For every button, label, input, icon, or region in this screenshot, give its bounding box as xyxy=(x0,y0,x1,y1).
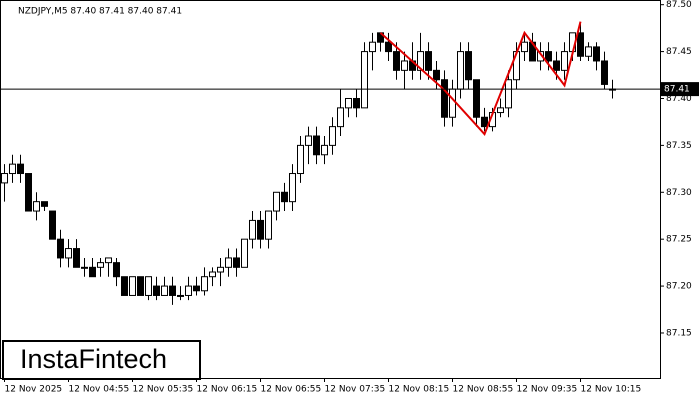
candle-body xyxy=(9,163,16,175)
x-tick-label: 12 Nov 08:55 xyxy=(453,385,514,395)
candle-body xyxy=(225,257,232,268)
candle-body xyxy=(249,219,256,240)
candle-body xyxy=(289,173,296,203)
candle-body xyxy=(353,97,360,109)
candle-body xyxy=(105,257,112,264)
candle-body xyxy=(161,285,168,296)
candle-body xyxy=(505,79,512,109)
y-tick-label: 87.20 xyxy=(666,282,692,292)
y-tick-label: 87.25 xyxy=(666,235,692,245)
candle-body xyxy=(33,201,40,212)
candle-body xyxy=(481,116,488,128)
y-tick-label: 87.35 xyxy=(666,141,692,151)
candle-body xyxy=(553,60,560,71)
candle-body xyxy=(1,173,8,184)
candle-body xyxy=(497,107,504,114)
candle-body xyxy=(457,51,464,90)
plot-frame xyxy=(0,0,661,379)
candle-body xyxy=(585,46,592,57)
candle-body xyxy=(65,248,72,259)
x-tick-label: 12 Nov 07:35 xyxy=(325,385,386,395)
candle-body xyxy=(361,51,368,109)
candle-body xyxy=(185,285,192,296)
candle-body xyxy=(121,276,128,296)
candle-body xyxy=(369,41,376,53)
candle-body xyxy=(145,276,152,296)
candle-body xyxy=(241,238,248,268)
candle-body xyxy=(425,51,432,71)
candle-body xyxy=(153,285,160,296)
candle-body xyxy=(297,144,304,175)
candle-body xyxy=(473,79,480,118)
candle-body xyxy=(73,248,80,268)
x-tick-label: 12 Nov 2025 xyxy=(5,385,63,395)
candle-body xyxy=(385,41,392,53)
x-tick-label: 12 Nov 08:15 xyxy=(389,385,450,395)
candle-body xyxy=(273,191,280,212)
candle-body xyxy=(193,285,200,292)
candle-body xyxy=(209,271,216,278)
candle-body xyxy=(601,60,608,85)
current-price-label: 87.41 xyxy=(664,85,690,95)
y-tick-label: 87.40 xyxy=(666,94,692,104)
current-price-box xyxy=(661,82,699,97)
candle-body xyxy=(41,201,48,207)
y-tick-label: 87.50 xyxy=(666,0,692,10)
logo: InstaFintech xyxy=(20,344,167,374)
y-tick-label: 87.30 xyxy=(666,188,692,198)
x-tick-label: 12 Nov 06:15 xyxy=(197,385,258,395)
candle-body xyxy=(81,266,88,269)
y-tick-label: 87.15 xyxy=(666,328,692,338)
candle-body xyxy=(337,107,344,128)
candle-body xyxy=(561,51,568,71)
candle-body xyxy=(593,46,600,62)
candle-body xyxy=(17,163,24,175)
candle-body xyxy=(577,32,584,57)
candle-body xyxy=(321,144,328,156)
candle-body xyxy=(113,262,120,278)
candle-body xyxy=(449,88,456,118)
candle-body xyxy=(97,262,104,268)
candle-body xyxy=(217,266,224,273)
candle-body xyxy=(465,51,472,81)
candle-body xyxy=(169,285,176,296)
candle-body xyxy=(57,238,64,259)
candle-body xyxy=(137,276,144,296)
candle-body xyxy=(433,69,440,81)
logo-box xyxy=(2,340,201,380)
pattern-line xyxy=(379,21,582,136)
candle-body xyxy=(265,210,272,240)
candle-body xyxy=(201,276,208,292)
x-tick-label: 12 Nov 06:55 xyxy=(261,385,322,395)
candle-body xyxy=(281,191,288,203)
x-tick-label: 12 Nov 05:35 xyxy=(133,385,194,395)
y-tick-label: 87.45 xyxy=(666,47,692,57)
x-tick-label: 12 Nov 09:35 xyxy=(517,385,578,395)
candle-body xyxy=(401,60,408,71)
candle-body xyxy=(521,41,528,53)
candle-body xyxy=(305,135,312,146)
candle-body xyxy=(89,266,96,278)
candle-body xyxy=(545,51,552,62)
candle-body xyxy=(233,257,240,268)
candle-body xyxy=(417,51,424,71)
x-tick-label: 12 Nov 04:55 xyxy=(69,385,130,395)
x-tick-label: 12 Nov 10:15 xyxy=(581,385,642,395)
chart-title: NZDJPY,M5 87.40 87.41 87.40 87.41 xyxy=(18,7,182,17)
candle-body xyxy=(129,276,136,296)
candle-body xyxy=(329,126,336,146)
candle-body xyxy=(345,97,352,109)
candle-body xyxy=(25,173,32,212)
candle-body xyxy=(49,210,56,240)
candle-body xyxy=(257,219,264,240)
candle-body xyxy=(441,79,448,118)
candle-body xyxy=(177,294,184,297)
candle-body xyxy=(313,135,320,156)
candle-body xyxy=(393,51,400,71)
